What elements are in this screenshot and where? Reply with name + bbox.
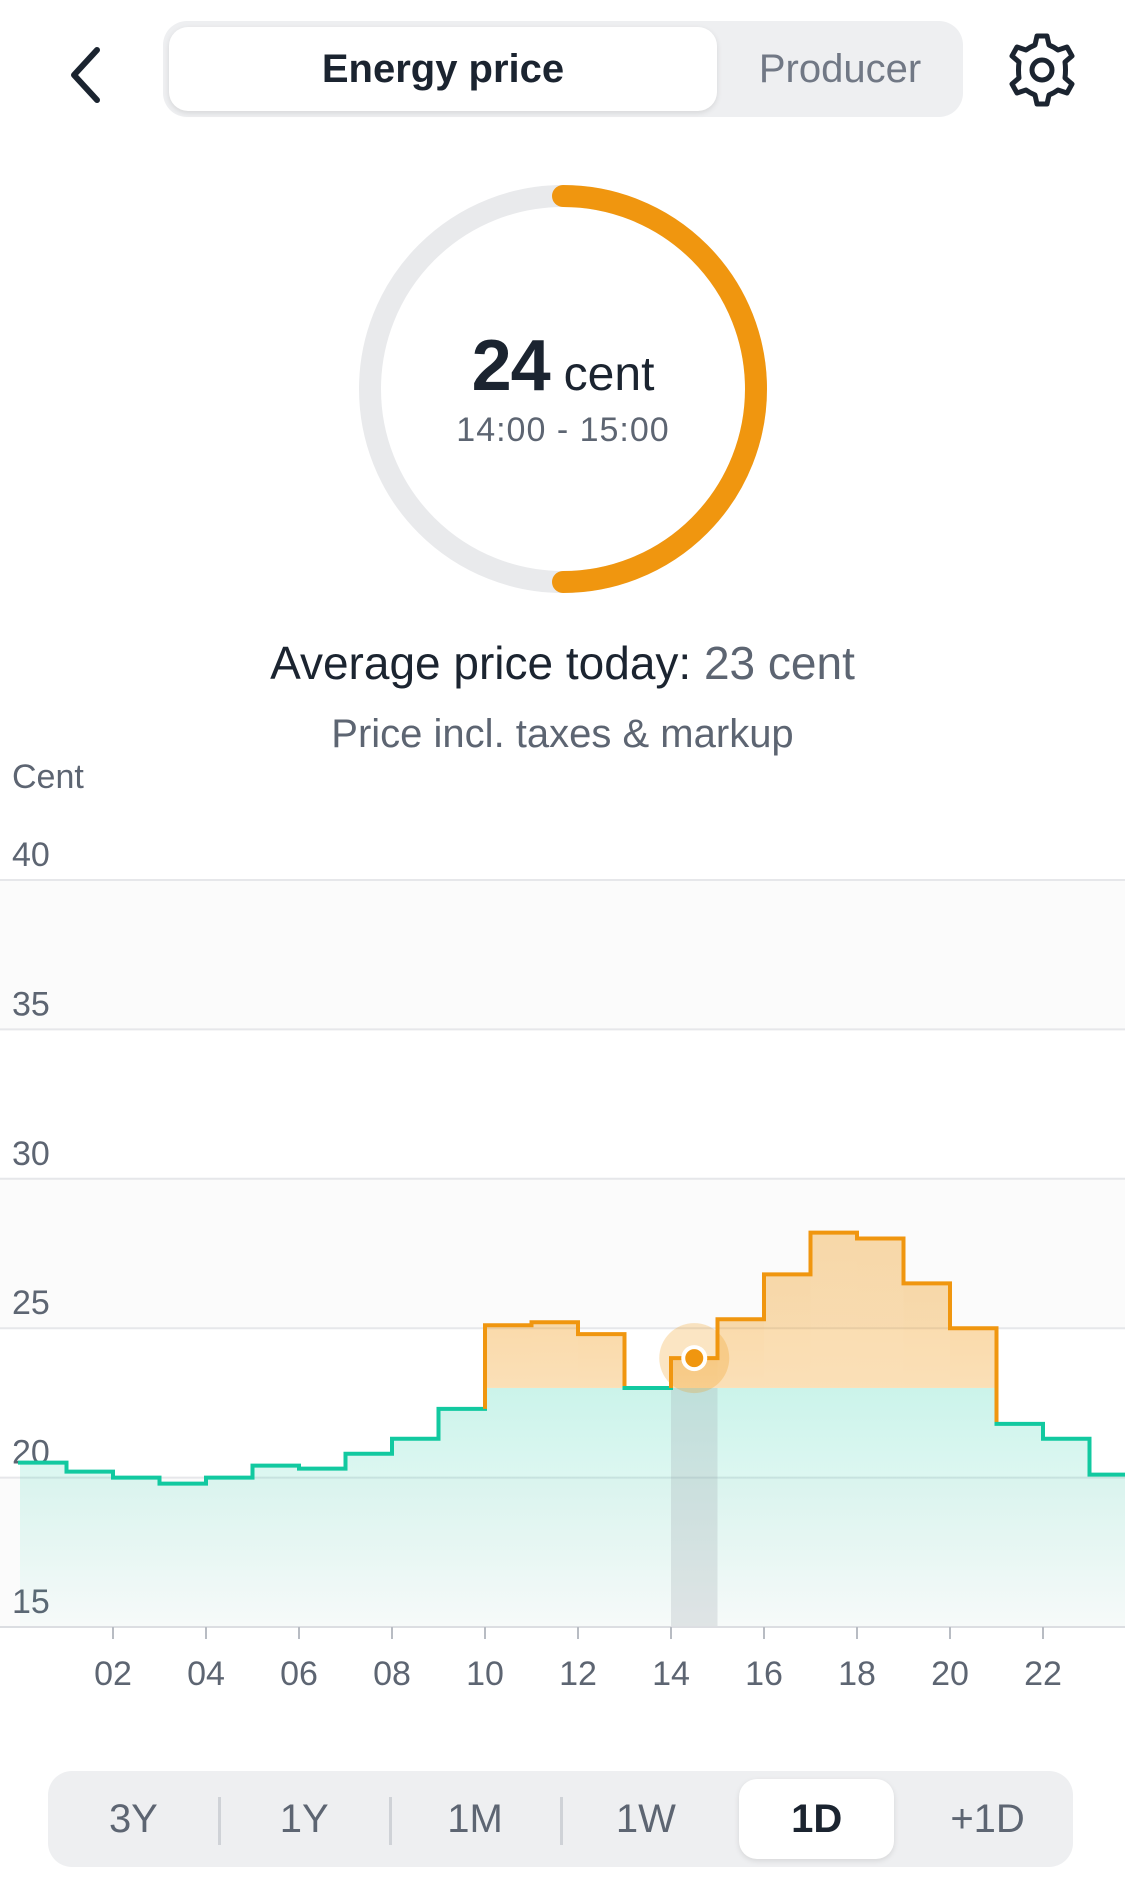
range-option-1d[interactable]: 1D — [739, 1779, 895, 1859]
x-tick-label: 14 — [652, 1655, 690, 1693]
settings-button[interactable] — [1000, 28, 1084, 112]
range-separator — [559, 1797, 563, 1845]
price-chart[interactable]: Cent4035302520150204060810121416182022 — [0, 760, 1125, 1720]
range-separator — [217, 1797, 221, 1845]
range-separator — [388, 1797, 392, 1845]
x-tick-label: 18 — [838, 1655, 876, 1693]
current-price-time-range: 14:00 - 15:00 — [456, 410, 670, 449]
above-average-area — [950, 1328, 997, 1388]
average-price-label: Average price today: — [270, 637, 692, 689]
range-selector: 3Y 1Y 1M 1W 1D +1D — [48, 1771, 1073, 1867]
back-button[interactable] — [52, 40, 122, 110]
price-gauge — [358, 184, 768, 594]
above-average-area — [531, 1322, 578, 1388]
x-tick-label: 12 — [559, 1655, 597, 1693]
x-tick-label: 08 — [373, 1655, 411, 1693]
y-tick-label: 25 — [12, 1284, 50, 1322]
tab-producer[interactable]: Producer — [758, 46, 922, 91]
range-option-1y[interactable]: 1Y — [279, 1796, 329, 1841]
y-tick-label: 40 — [12, 836, 50, 874]
y-axis-label: Cent — [12, 760, 84, 796]
view-switcher: Energy price Producer — [163, 21, 963, 117]
gauge-progress-arc — [552, 185, 767, 593]
above-average-area — [764, 1274, 811, 1388]
selected-hour-column — [671, 1387, 718, 1627]
above-average-area — [810, 1232, 857, 1388]
average-price-value: 23 cent — [703, 637, 855, 689]
above-average-area — [485, 1325, 532, 1388]
chevron-left-icon — [71, 47, 100, 103]
current-price-value: 24 — [471, 325, 551, 406]
x-tick-label: 20 — [931, 1655, 969, 1693]
x-tick-label: 16 — [745, 1655, 783, 1693]
below-average-area — [20, 1387, 1125, 1627]
x-tick-label: 06 — [280, 1655, 318, 1693]
grid-band — [0, 1178, 1125, 1329]
y-tick-label: 35 — [12, 985, 50, 1023]
y-tick-label: 30 — [12, 1135, 50, 1173]
current-price-unit: cent — [563, 347, 655, 401]
x-tick-label: 02 — [94, 1655, 132, 1693]
range-option-1w[interactable]: 1W — [615, 1796, 676, 1841]
average-price: Average price today: 23 cent — [0, 636, 1125, 690]
above-average-area — [578, 1334, 625, 1388]
range-option-3y[interactable]: 3Y — [108, 1796, 158, 1841]
x-tick-label: 04 — [187, 1655, 225, 1693]
gauge-readout: 24 cent 14:00 - 15:00 — [358, 184, 768, 594]
tab-energy-price[interactable]: Energy price — [169, 27, 717, 111]
price-note: Price incl. taxes & markup — [331, 712, 794, 756]
range-option-plus-1d[interactable]: +1D — [950, 1796, 1025, 1841]
above-average-area — [717, 1319, 764, 1388]
grid-band — [0, 880, 1125, 1030]
gear-icon — [1009, 33, 1075, 107]
x-tick-label: 22 — [1024, 1655, 1062, 1693]
grid-band — [0, 1029, 1125, 1179]
range-option-1m[interactable]: 1M — [447, 1796, 503, 1841]
x-tick-label: 10 — [466, 1655, 504, 1693]
above-average-area — [903, 1283, 950, 1388]
above-average-area — [857, 1238, 904, 1388]
selected-point[interactable] — [681, 1345, 708, 1372]
